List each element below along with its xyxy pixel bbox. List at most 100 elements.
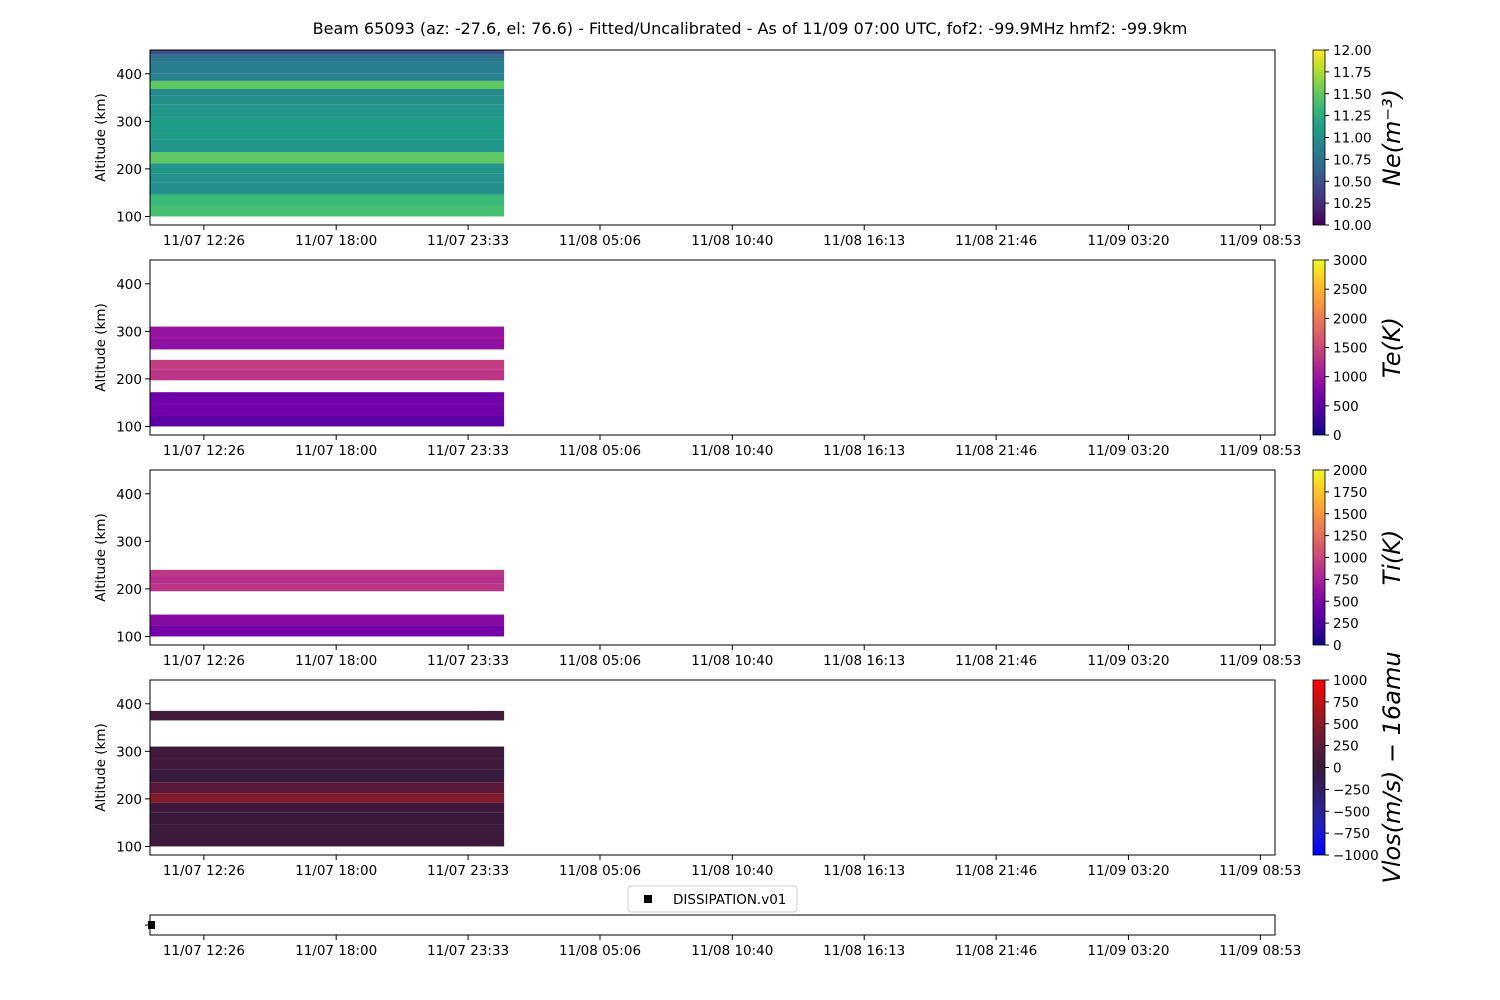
panel-ne-cbtick-label-3: 10.75 (1333, 152, 1372, 168)
panel-vlos-cell-2 (150, 812, 505, 825)
panel-ti-ylabel: Altitude (km) (93, 513, 109, 602)
panel-te-colorbar-label: Te(K) (1378, 317, 1406, 378)
panel-ne-cell-10 (150, 95, 505, 105)
panel-vlos-cell-4 (150, 793, 505, 803)
bottom-panel-xtick-label-3: 11/08 05:06 (559, 943, 641, 959)
panel-te-cell-0 (150, 415, 505, 427)
bottom-panel-xtick-label-4: 11/08 10:40 (691, 943, 773, 959)
panel-te-xtick-label-7: 11/09 03:20 (1087, 443, 1169, 459)
panel-ne-cell-13 (150, 73, 505, 81)
legend-marker (644, 895, 652, 903)
panel-vlos-cell-8 (150, 746, 505, 759)
panel-ne-cbtick-label-8: 12.00 (1333, 43, 1372, 59)
chart-title: Beam 65093 (az: -27.6, el: 76.6) - Fitte… (313, 19, 1188, 38)
panel-ti-cbtick-label-3: 750 (1333, 572, 1359, 588)
panel-ti-colorbar: 0 250 500 750 1000 1250 1500 1750 2000 Ti(K) (1312, 463, 1406, 654)
panel-ne-ytick-label-1: 200 (116, 162, 142, 178)
panel-ne-ylabel: Altitude (km) (93, 93, 109, 182)
panel-ti-cell-4 (150, 569, 505, 577)
panel-ne-cell-7 (150, 128, 505, 140)
panel-ne-ytick-label-3: 400 (116, 67, 142, 83)
panel-vlos-xtick-label-1: 11/07 18:00 (295, 863, 377, 879)
panel-ti-cbtick-label-6: 1500 (1333, 507, 1367, 523)
panel-ne-cell-3 (150, 173, 505, 183)
panel-te-cbtick-label-2: 1000 (1333, 370, 1367, 386)
panel-vlos-xtick-label-4: 11/08 10:40 (691, 863, 773, 879)
panel-ne-cell-12 (150, 80, 505, 89)
panel-ne-colorbar-gradient (1312, 49, 1326, 226)
panel-vlos-cbtick-label-1: −750 (1333, 826, 1370, 842)
panel-vlos-cbtick-label-5: 250 (1333, 739, 1359, 755)
panel-te-cbtick-label-5: 2500 (1333, 282, 1367, 298)
panel-te-cell-2 (150, 392, 505, 405)
panel-vlos-colorbar: −1000 −750 −500 −250 0 250 500 750 1000 Vlos(m/s)… (1312, 651, 1406, 884)
panel-ti-xtick-label-0: 11/07 12:26 (163, 653, 245, 669)
bottom-panel-xtick-label-1: 11/07 18:00 (295, 943, 377, 959)
panel-te-cbtick-label-1: 500 (1333, 399, 1359, 415)
panel-vlos-cbtick-label-4: 0 (1333, 761, 1342, 777)
bottom-panel-xtick-label-5: 11/08 16:13 (823, 943, 905, 959)
panels: 100 200 300 400 Altitude (km) 11/07 12:26 11/0… (93, 43, 1406, 884)
panel-ne-colorbar: 10.00 10.25 10.50 10.75 11.00 11.25 11.50 11.75… (1312, 43, 1406, 234)
panel-ti: 100 200 300 400 Altitude (km) 11/07 12:26 11/0… (93, 463, 1406, 669)
panel-ne-xtick-label-2: 11/07 23:33 (427, 233, 509, 249)
panel-ne: 100 200 300 400 Altitude (km) 11/07 12:26 11/0… (93, 43, 1406, 249)
panel-ne-xtick-label-6: 11/08 21:46 (955, 233, 1037, 249)
panel-vlos-cell-1 (150, 824, 505, 836)
panel-ne-cell-11 (150, 88, 505, 96)
panel-vlos: 100 200 300 400 Altitude (km) 11/07 12:26 11/0… (93, 651, 1406, 883)
panel-te-ytick-label-0: 100 (116, 419, 142, 435)
panel-ti-ytick-label-2: 300 (116, 534, 142, 550)
panel-ne-cbtick-label-7: 11.75 (1333, 65, 1372, 81)
panel-te-xtick-label-2: 11/07 23:33 (427, 443, 509, 459)
panel-ne-cbtick-label-1: 10.25 (1333, 196, 1372, 212)
panel-ne-cell-16 (150, 50, 505, 55)
panel-vlos-cell-7 (150, 758, 505, 770)
panel-vlos-colorbar-gradient (1312, 679, 1326, 856)
panel-vlos-xtick-label-3: 11/08 05:06 (559, 863, 641, 879)
panel-ti-xtick-label-5: 11/08 16:13 (823, 653, 905, 669)
panel-vlos-cell-5 (150, 782, 505, 794)
panel-te-xtick-label-3: 11/08 05:06 (559, 443, 641, 459)
panel-ti-frame (149, 469, 1276, 646)
bottom-panel-xtick-label-6: 11/08 21:46 (955, 943, 1037, 959)
panel-vlos-cbtick-label-6: 500 (1333, 717, 1359, 733)
panel-vlos-cell-6 (150, 769, 505, 783)
panel-vlos-xtick-label-6: 11/08 21:46 (955, 863, 1037, 879)
legend: DISSIPATION.v01 (627, 885, 798, 913)
panel-vlos-cbtick-label-8: 1000 (1333, 673, 1367, 689)
bottom-panel-marker (148, 921, 155, 929)
panel-ne-xtick-label-5: 11/08 16:13 (823, 233, 905, 249)
panel-vlos-cbtick-label-7: 750 (1333, 695, 1359, 711)
panel-ne-frame (149, 49, 1276, 226)
panel-te-ytick-label-3: 400 (116, 277, 142, 293)
panel-ti-cbtick-label-4: 1000 (1333, 551, 1367, 567)
panel-ti-cbtick-label-1: 250 (1333, 616, 1359, 632)
panel-vlos-colorbar-label: Vlos(m/s) − 16amu (1378, 651, 1406, 883)
legend-label: DISSIPATION.v01 (673, 892, 786, 908)
panel-ne-ytick-label-0: 100 (116, 209, 142, 225)
panel-ti-xtick-label-1: 11/07 18:00 (295, 653, 377, 669)
panel-te-xtick-label-8: 11/09 08:53 (1219, 443, 1301, 459)
panel-te-cell-4 (150, 359, 505, 370)
bottom-panel-xtick-label-2: 11/07 23:33 (427, 943, 509, 959)
panel-ne-cbtick-label-6: 11.50 (1333, 87, 1372, 103)
panel-ti-cell-2 (150, 583, 505, 592)
panel-te-cbtick-label-4: 2000 (1333, 311, 1367, 327)
panel-ti-cbtick-label-7: 1750 (1333, 485, 1367, 501)
bottom-panel-xtick-label-7: 11/09 03:20 (1087, 943, 1169, 959)
panel-ne-ytick-label-2: 300 (116, 114, 142, 130)
panel-ti-xtick-label-6: 11/08 21:46 (955, 653, 1037, 669)
panel-ne-mesh (150, 50, 505, 217)
panel-vlos-xtick-label-5: 11/08 16:13 (823, 863, 905, 879)
panel-te-xtick-label-6: 11/08 21:46 (955, 443, 1037, 459)
panel-vlos-xtick-label-0: 11/07 12:26 (163, 863, 245, 879)
panel-ti-ytick-label-1: 200 (116, 582, 142, 598)
panel-vlos-ylabel: Altitude (km) (93, 723, 109, 812)
panel-ti-cell-3 (150, 576, 505, 584)
panel-te-cell-3 (150, 369, 505, 381)
panel-ti-xtick-label-2: 11/07 23:33 (427, 653, 509, 669)
panel-te-ylabel: Altitude (km) (93, 303, 109, 392)
panel-vlos-xtick-label-7: 11/09 03:20 (1087, 863, 1169, 879)
